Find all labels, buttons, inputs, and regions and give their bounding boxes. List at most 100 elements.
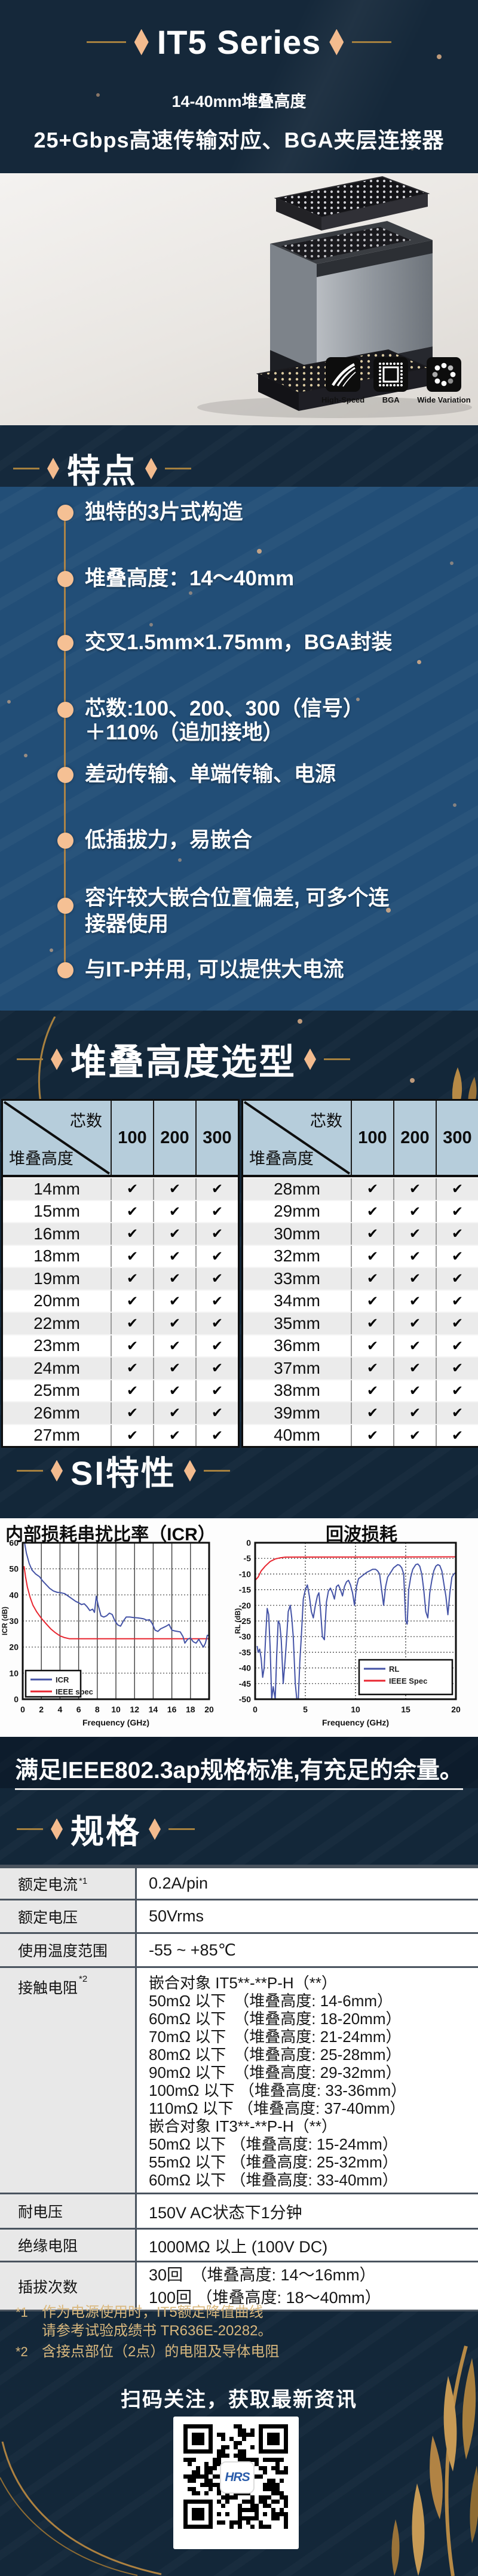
check-mark: ✔ [351, 1268, 393, 1289]
check-mark: ✔ [153, 1245, 195, 1267]
column-header: 100 [351, 1101, 393, 1175]
bullet-dot-icon [57, 505, 73, 521]
check-mark: ✔ [393, 1380, 436, 1401]
height-label: 22mm [33, 1313, 80, 1332]
spec-row: 插拔次数 30回 （堆叠高度: 14～16mm） 100回 （堆叠高度: 18～… [0, 2261, 478, 2310]
check-mark: ✔ [195, 1178, 238, 1200]
check-mark: ✔ [153, 1358, 195, 1379]
svg-text:-15: -15 [239, 1585, 251, 1595]
check-mark: ✔ [393, 1290, 436, 1312]
table-row: 36mm ✔ ✔ ✔ [243, 1334, 478, 1356]
feature-text: 独特的3片式构造 [85, 501, 243, 524]
spec-value: 0.2A/pin [135, 1868, 478, 1899]
check-mark: ✔ [351, 1245, 393, 1267]
check-mark: ✔ [351, 1424, 393, 1446]
check-mark: ✔ [436, 1424, 478, 1446]
check-mark: ✔ [195, 1313, 238, 1334]
badge-label: BGA [382, 395, 400, 404]
check-mark: ✔ [195, 1268, 238, 1289]
table-row: 28mm ✔ ✔ ✔ [243, 1177, 478, 1200]
svg-text:0: 0 [246, 1540, 251, 1548]
hero-subtitle-1: 14-40mm堆叠高度 [171, 93, 307, 110]
spec-row: 额定电压 50Vrms [0, 1899, 478, 1932]
svg-text:Frequency (GHz): Frequency (GHz) [82, 1718, 149, 1727]
corner-label-bottom: 堆叠高度 [9, 1150, 73, 1168]
check-mark: ✔ [436, 1268, 478, 1289]
check-mark: ✔ [195, 1335, 238, 1356]
diamond-icon [47, 458, 59, 480]
variation-dots-icon [426, 357, 461, 392]
height-label: 15mm [33, 1202, 80, 1221]
check-mark: ✔ [393, 1424, 436, 1446]
spec-label: 额定电流 *1 [0, 1868, 135, 1899]
check-mark: ✔ [195, 1201, 238, 1222]
corner-cell: 芯数 堆叠高度 [243, 1101, 351, 1175]
svg-text:-25: -25 [239, 1616, 251, 1626]
height-label: 26mm [33, 1403, 80, 1422]
height-label: 34mm [274, 1291, 320, 1310]
specs-section-title: 规格 [71, 1813, 141, 1850]
height-label: 29mm [274, 1202, 320, 1221]
spec-value: 30回 （堆叠高度: 14～16mm） 100回 （堆叠高度: 18～40mm） [135, 2262, 478, 2310]
bullet-dot-icon [57, 702, 73, 718]
diamond-icon [51, 1460, 63, 1482]
check-mark: ✔ [111, 1245, 153, 1267]
column-header: 300 [195, 1101, 238, 1175]
hrs-logo: HRS [220, 2461, 255, 2494]
stack-table-body: 28mm ✔ ✔ ✔ 29mm ✔ ✔ ✔ 30mm ✔ [243, 1177, 478, 1446]
svg-text:6: 6 [76, 1705, 81, 1714]
table-row: 38mm ✔ ✔ ✔ [243, 1378, 478, 1401]
height-label: 24mm [33, 1358, 80, 1377]
height-label: 36mm [274, 1336, 320, 1355]
feature-text: 容许较大嵌合位置偏差, 可多个连 接器使用 [85, 886, 390, 936]
check-mark: ✔ [111, 1268, 153, 1289]
footnote: *2 含接点部位（2点）的电阻及导体电阻 [16, 2342, 446, 2361]
check-mark: ✔ [351, 1380, 393, 1401]
spec-value: -55 ~ +85℃ [135, 1934, 478, 1966]
check-mark: ✔ [111, 1402, 153, 1424]
icr-chart: 0 2 4 6 8 10 12 14 16 18 20 0 10 20 30 40 50 60 Frequency … [0, 1538, 239, 1734]
diamond-icon [304, 1048, 316, 1070]
diamond-icon [145, 458, 157, 480]
check-mark: ✔ [153, 1268, 195, 1289]
icr-chart-title: 内部损耗串扰比率（ICR） [5, 1525, 216, 1545]
check-mark: ✔ [111, 1335, 153, 1356]
table-row: 37mm ✔ ✔ ✔ [243, 1356, 478, 1379]
check-mark: ✔ [153, 1380, 195, 1401]
ornament-line [203, 1470, 230, 1472]
footnote: *1 作为电源使用时，IT5额定降值曲线 请参考试验成绩书 TR636E-202… [16, 2303, 446, 2340]
check-mark: ✔ [393, 1358, 436, 1379]
check-mark: ✔ [436, 1245, 478, 1267]
height-label: 33mm [274, 1269, 320, 1288]
check-mark: ✔ [436, 1178, 478, 1200]
si-section-title: SI特性 [71, 1454, 176, 1492]
table-row: 32mm ✔ ✔ ✔ [243, 1244, 478, 1267]
table-row: 16mm ✔ ✔ ✔ [3, 1222, 238, 1245]
check-mark: ✔ [393, 1402, 436, 1424]
feature-badges: High-Speed [321, 357, 471, 404]
corner-label-top: 芯数 [310, 1112, 342, 1130]
svg-text:ICR (dB): ICR (dB) [1, 1607, 9, 1635]
height-label: 32mm [274, 1246, 320, 1266]
table-row: 33mm ✔ ✔ ✔ [243, 1267, 478, 1289]
check-mark: ✔ [153, 1201, 195, 1222]
svg-text:-50: -50 [239, 1694, 251, 1704]
svg-text:8: 8 [95, 1705, 100, 1714]
badge-bga: BGA [373, 357, 409, 404]
svg-text:12: 12 [130, 1705, 139, 1714]
spec-label: 接触电阻 *2 [0, 1968, 135, 2193]
timeline-line [64, 512, 66, 970]
diamond-icon [183, 1460, 196, 1482]
check-mark: ✔ [153, 1313, 195, 1334]
bullet-dot-icon [57, 635, 73, 651]
ornament-line [17, 1470, 43, 1472]
svg-text:20: 20 [451, 1705, 461, 1714]
spec-table: 额定电流 *1 0.2A/pin 额定电压 50Vrms 使用温度范围 -55 ~… [0, 1865, 478, 2311]
badge-high-speed: High-Speed [321, 357, 364, 404]
badge-wide-variation: Wide Variation [417, 357, 471, 404]
check-mark: ✔ [351, 1313, 393, 1334]
check-mark: ✔ [436, 1380, 478, 1401]
height-label: 19mm [33, 1269, 80, 1288]
height-label: 25mm [33, 1381, 80, 1400]
svg-text:-40: -40 [239, 1663, 251, 1673]
